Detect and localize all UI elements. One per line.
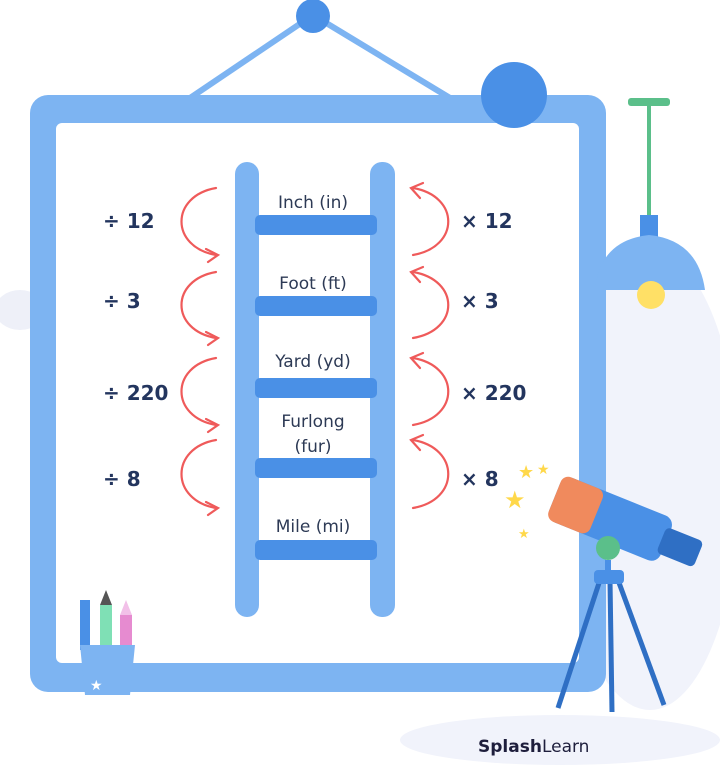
svg-text:★: ★: [518, 462, 534, 483]
ladder-rung: [255, 215, 377, 235]
splashlearn-logo: SplashLearn: [478, 737, 589, 757]
multiply-label: × 12: [461, 209, 513, 233]
hanger-string: [311, 12, 452, 101]
unit-label: Foot (ft): [279, 274, 347, 294]
multiply-arrow: [411, 438, 450, 510]
ladder-rung: [255, 458, 377, 478]
ladder-rail-left: [235, 162, 259, 617]
svg-text:★: ★: [518, 527, 530, 542]
background-blob: [400, 715, 720, 765]
multiply-arrow: [411, 270, 450, 340]
arrowhead-icon: [204, 417, 221, 434]
unit-label: Mile (mi): [276, 517, 351, 537]
divide-arrow: [180, 270, 218, 340]
multiply-label: × 8: [461, 467, 499, 491]
divide-arrow: [180, 356, 218, 427]
pencil-cup-illustration: ★: [80, 590, 135, 695]
arrowhead-icon: [204, 500, 221, 517]
multiply-label: × 220: [461, 381, 526, 405]
arrowhead-icon: [409, 433, 425, 452]
multiply-arrow: [411, 186, 450, 257]
multiply-arrow: [411, 356, 450, 427]
svg-text:★: ★: [90, 678, 103, 694]
unit-label: Furlong: [281, 412, 344, 432]
divide-arrow: [180, 438, 218, 510]
arrowhead-icon: [204, 330, 221, 347]
divide-label: ÷ 8: [103, 467, 141, 491]
lamp-illustration: [595, 98, 705, 309]
divide-label: ÷ 12: [103, 209, 155, 233]
badge-seal: [481, 62, 547, 128]
unit-label: Yard (yd): [274, 352, 350, 372]
telescope-illustration: ★ ★ ★ ★: [504, 462, 703, 713]
arrowhead-icon: [204, 247, 221, 264]
divide-arrow: [180, 186, 218, 257]
arrowhead-icon: [409, 351, 425, 370]
divide-label: ÷ 220: [103, 381, 168, 405]
ladder-rail-right: [370, 162, 395, 617]
svg-text:★: ★: [537, 462, 550, 478]
arrowhead-icon: [409, 181, 425, 200]
ladder-rung: [255, 296, 377, 316]
unit-label: (fur): [294, 437, 331, 457]
divide-label: ÷ 3: [103, 289, 141, 313]
hanger-string: [188, 12, 315, 101]
multiply-label: × 3: [461, 289, 499, 313]
ladder-rung: [255, 540, 377, 560]
ladder-rung: [255, 378, 377, 398]
unit-label: Inch (in): [278, 193, 348, 213]
arrowhead-icon: [409, 265, 425, 284]
hanger-pin: [296, 0, 330, 33]
svg-text:★: ★: [504, 486, 526, 514]
